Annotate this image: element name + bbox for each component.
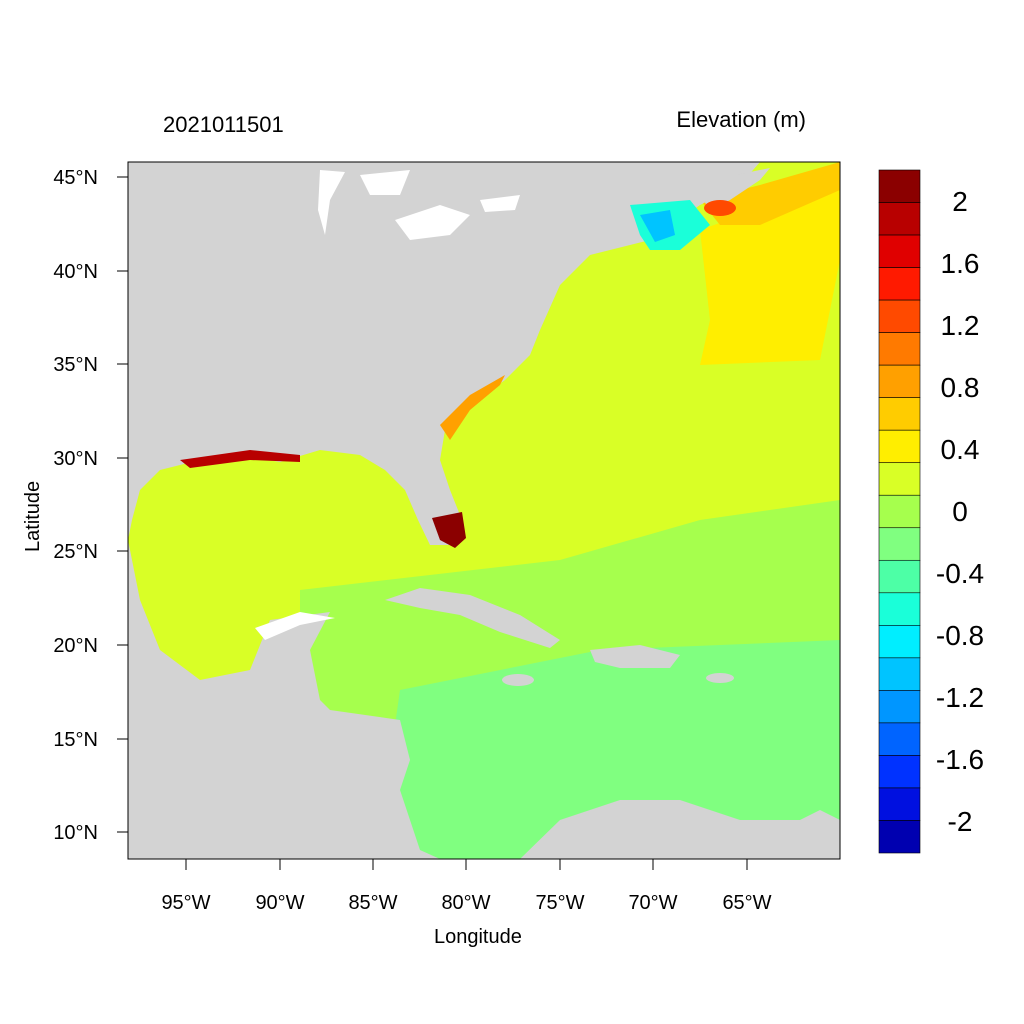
colorbar-label: 0.8	[941, 372, 980, 403]
x-tick-label: 95°W	[161, 892, 210, 914]
x-tick-labels: 95°W 90°W 85°W 80°W 75°W 70°W 65°W	[161, 892, 771, 914]
y-tick-label: 35°N	[53, 354, 98, 376]
colorbar-label: 2	[952, 186, 968, 217]
map-area	[128, 162, 840, 859]
land-south-america	[520, 800, 840, 859]
colorbar-swatch	[878, 234, 921, 268]
gulf-of-maine-core	[640, 210, 675, 242]
colorbar-swatch	[878, 494, 921, 529]
x-tick-label: 85°W	[348, 892, 397, 914]
colorbar-swatch	[878, 625, 921, 659]
x-tick-label: 80°W	[441, 892, 490, 914]
land-hispaniola	[590, 645, 680, 668]
se-coast-orange	[440, 375, 505, 440]
x-tick-label: 70°W	[628, 892, 677, 914]
colorbar-swatch	[878, 397, 921, 431]
variable-title: Elevation (m)	[676, 107, 806, 132]
y-tick-label: 10°N	[53, 822, 98, 844]
land-jamaica	[502, 674, 534, 686]
ocean-caribbean-core	[390, 640, 840, 859]
y-axis-label: Latitude	[22, 480, 44, 552]
colorbar-label: -0.4	[936, 558, 984, 589]
colorbar-label: -0.8	[936, 620, 984, 651]
colorbar-label: -2	[948, 806, 973, 837]
land-nova-scotia	[700, 168, 770, 210]
colorbar	[878, 169, 921, 854]
y-tick-label: 40°N	[53, 261, 98, 283]
colorbar-swatch	[878, 169, 921, 203]
colorbar-swatch	[878, 820, 921, 854]
colorbar-swatch	[878, 429, 921, 464]
colorbar-swatch	[878, 332, 921, 366]
land-puerto-rico	[706, 673, 734, 683]
colorbar-swatch	[878, 559, 921, 594]
x-tick-label: 90°W	[255, 892, 304, 914]
x-tick-label: 75°W	[535, 892, 584, 914]
colorbar-label: 0	[952, 496, 968, 527]
colorbar-swatch	[878, 787, 921, 821]
ocean-offshore-high	[700, 180, 840, 365]
x-axis-label: Longitude	[434, 926, 522, 948]
colorbar-label: -1.6	[936, 744, 984, 775]
y-tick-labels: 45°N 40°N 35°N 30°N 25°N 20°N 15°N 10°N	[53, 167, 98, 844]
colorbar-label: -1.2	[936, 682, 984, 713]
yucatan-coast	[255, 612, 335, 640]
y-tick-label: 20°N	[53, 635, 98, 657]
colorbar-swatch	[878, 202, 921, 236]
colorbar-swatch	[878, 364, 921, 398]
date-title: 2021011501	[163, 112, 284, 137]
y-tick-label: 15°N	[53, 729, 98, 751]
y-tick-label: 25°N	[53, 541, 98, 563]
colorbar-swatch	[878, 690, 921, 724]
colorbar-label: 0.4	[941, 434, 980, 465]
colorbar-label: 1.6	[941, 248, 980, 279]
great-lakes	[318, 170, 520, 240]
colorbar-swatch	[878, 462, 921, 496]
colorbar-label: 1.2	[941, 310, 980, 341]
colorbar-swatch	[878, 592, 921, 626]
colorbar-swatch	[878, 299, 921, 333]
x-tick-label: 65°W	[722, 892, 771, 914]
plot-frame	[127, 161, 841, 860]
colorbar-swatch	[878, 657, 921, 691]
colorbar-swatch	[878, 267, 921, 301]
y-tick-label: 45°N	[53, 167, 98, 189]
florida-surge	[432, 512, 466, 548]
land-cuba	[385, 588, 560, 648]
y-tick-label: 30°N	[53, 448, 98, 470]
colorbar-labels: 2 1.6 1.2 0.8 0.4 0 -0.4 -0.8 -1.2 -1.6 …	[936, 186, 984, 837]
x-axis	[185, 859, 748, 870]
colorbar-swatch	[878, 722, 921, 756]
land-mexico	[128, 540, 440, 859]
colorbar-swatch	[878, 755, 921, 789]
gulf-coast-red	[180, 450, 300, 468]
colorbar-swatch	[878, 527, 921, 561]
y-axis	[117, 176, 128, 833]
land-north-america	[128, 162, 760, 545]
fundy-red	[704, 200, 736, 216]
